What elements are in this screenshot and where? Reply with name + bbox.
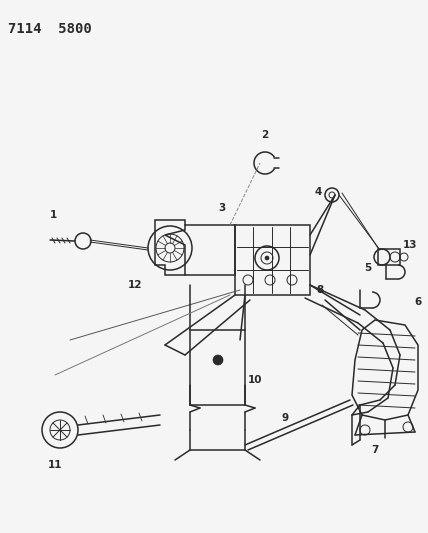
Text: 4: 4 bbox=[314, 187, 322, 197]
Text: 7114  5800: 7114 5800 bbox=[8, 22, 92, 36]
Text: 1: 1 bbox=[49, 210, 56, 220]
Text: 3: 3 bbox=[218, 203, 226, 213]
Text: 8: 8 bbox=[316, 285, 324, 295]
FancyBboxPatch shape bbox=[190, 330, 245, 405]
Text: 6: 6 bbox=[414, 297, 422, 307]
Circle shape bbox=[265, 256, 269, 260]
Text: 7: 7 bbox=[372, 445, 379, 455]
Text: 11: 11 bbox=[48, 460, 62, 470]
Text: 2: 2 bbox=[262, 130, 269, 140]
Text: 12: 12 bbox=[128, 280, 142, 290]
Text: 10: 10 bbox=[248, 375, 262, 385]
Text: 9: 9 bbox=[282, 413, 288, 423]
Text: 5: 5 bbox=[364, 263, 372, 273]
Text: 13: 13 bbox=[403, 240, 417, 250]
Circle shape bbox=[213, 355, 223, 365]
